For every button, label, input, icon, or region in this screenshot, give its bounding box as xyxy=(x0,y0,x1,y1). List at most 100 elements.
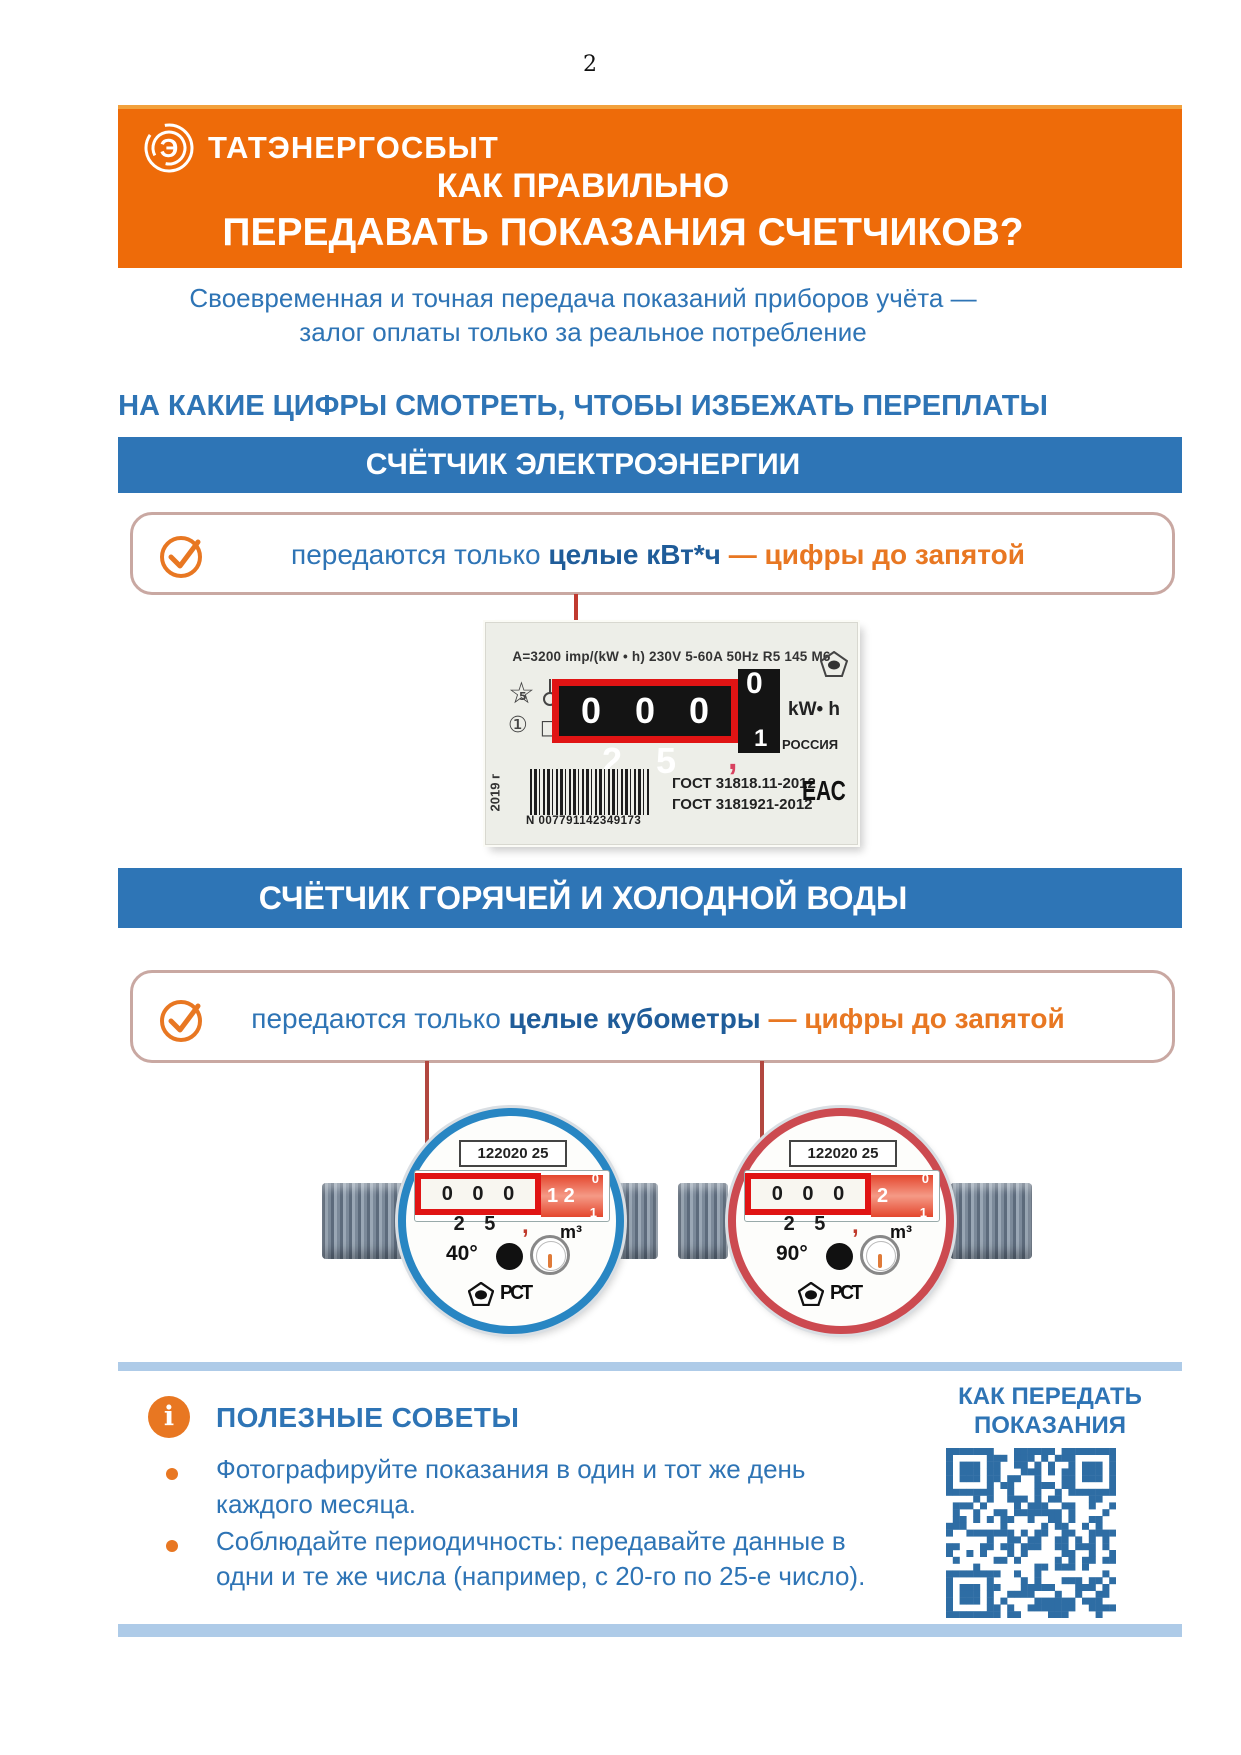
qr-caption-line2: ПОКАЗАНИЯ xyxy=(973,1412,1127,1439)
section-divider xyxy=(118,1362,1182,1371)
flow-dial xyxy=(530,1235,570,1275)
integer-digits: 0 0 0 2 5 xyxy=(745,1173,871,1235)
year-label: 2019 г xyxy=(487,773,503,812)
rule-prefix: передаются только xyxy=(251,1003,509,1034)
country-label: РОССИЯ xyxy=(782,737,839,752)
gost-line1: ГОСТ 31818.11-2012 xyxy=(672,775,816,792)
bottom-divider xyxy=(118,1624,1182,1637)
pipe-left-outer xyxy=(322,1183,404,1259)
meter-reading-display: 0 0 0 2 5 xyxy=(552,679,738,781)
water-meter-cold: 122020 25 0 0 0 2 5 1 2 0 1 , m³ 40° РСТ xyxy=(398,1108,624,1334)
tip-item-1: Фотографируйте показания в один и тот же… xyxy=(216,1454,806,1519)
dial-needle xyxy=(878,1254,882,1268)
accuracy-star-icon: ☆ xyxy=(508,676,535,711)
intro-line1: Своевременная и точная передача показани… xyxy=(189,283,977,313)
drum-top-digit: 0 xyxy=(591,1171,599,1186)
qr-caption: КАК ПЕРЕДАТЬ ПОКАЗАНИЯ xyxy=(940,1382,1160,1440)
rule-orange: цифры до запятой xyxy=(764,539,1025,570)
brand-name: ТАТЭНЕРГОСБЫТ xyxy=(208,130,499,165)
black-dot xyxy=(826,1243,853,1270)
tip-item-2: Соблюдайте периодичность: передавайте да… xyxy=(216,1526,866,1591)
rule-bold: целые кВт*ч xyxy=(548,539,721,570)
eac-mark: ЕАС xyxy=(802,775,846,806)
certification-marks: РСТ xyxy=(468,1282,533,1306)
pipe-right-outer xyxy=(950,1183,1032,1259)
tips-title: ПОЛЕЗНЫЕ СОВЕТЫ xyxy=(216,1402,520,1433)
svg-text:Э: Э xyxy=(160,133,179,163)
flow-dial xyxy=(860,1235,900,1275)
dial-needle xyxy=(548,1254,552,1268)
rule-dash: — xyxy=(760,1003,805,1034)
electric-section-banner: СЧЁТЧИК ЭЛЕКТРОЭНЕРГИИ xyxy=(118,437,1182,493)
qr-code xyxy=(946,1448,1117,1619)
decimal-comma: , xyxy=(852,1212,859,1239)
decimal-comma: , xyxy=(728,739,738,777)
info-icon: i xyxy=(148,1396,190,1438)
meter-display: 0 0 0 2 5 2 0 1 xyxy=(744,1170,940,1235)
water-connector-line-right xyxy=(760,1061,764,1165)
dial-ring xyxy=(866,1241,896,1271)
meter-display: 0 0 0 2 5 1 2 0 1 xyxy=(414,1170,610,1235)
electric-section-title: СЧЁТЧИК ЭЛЕКТРОЭНЕРГИИ xyxy=(365,448,801,481)
drum-top-digit: 0 xyxy=(746,667,763,700)
intro-headline: НА КАКИЕ ЦИФРЫ СМОТРЕТЬ, ЧТОБЫ ИЗБЕЖАТЬ … xyxy=(118,390,1048,422)
pct-certification-mark: РСТ xyxy=(830,1282,863,1305)
check-icon xyxy=(160,1000,202,1042)
approval-pentagon-icon xyxy=(798,1282,824,1306)
approval-pentagon-icon xyxy=(820,651,848,677)
main-title-line1: КАК ПРАВИЛЬНО xyxy=(436,167,730,205)
page-number: 2 xyxy=(583,52,597,77)
serial-number: N 007791142349173 xyxy=(526,815,642,827)
cubic-meter-unit: m³ xyxy=(560,1222,582,1242)
water-connector-line-left xyxy=(425,1061,429,1165)
kwh-unit-label: kW• h xyxy=(788,699,841,720)
rule-dash: — xyxy=(720,539,765,570)
intro-line2: залог оплаты только за реальное потребле… xyxy=(299,317,867,347)
fraction-zone: 2 0 1 xyxy=(871,1171,933,1220)
accuracy-class-number: 5 xyxy=(519,690,527,703)
meter-fraction-drum: 0 1 xyxy=(738,667,780,753)
circled-one-icon: ① xyxy=(508,713,528,738)
rule-bold: целые кубометры xyxy=(508,1003,761,1034)
drum-top-digit: 0 xyxy=(921,1171,929,1186)
water-rule-box: передаются только целые кубометры — цифр… xyxy=(130,970,1175,1063)
barcode xyxy=(530,769,650,815)
fraction-drum: 0 1 xyxy=(585,1171,601,1220)
drum-bottom-digit: 1 xyxy=(919,1205,927,1220)
gost-standards: ГОСТ 31818.11-2012 ГОСТ 3181921-2012 xyxy=(672,773,816,815)
meter-serial-label: 122020 25 xyxy=(789,1140,897,1167)
integer-digits: 0 0 0 2 5 xyxy=(415,1173,541,1235)
temperature-label: 40° xyxy=(446,1242,478,1265)
pipe-right-inner xyxy=(678,1183,728,1259)
fraction-digits: 1 2 xyxy=(547,1185,575,1207)
drum-bottom-digit: 1 xyxy=(589,1205,597,1220)
brand-row: Э ТАТЭНЕРГОСБЫТ xyxy=(142,121,499,175)
fraction-drum: 0 1 xyxy=(915,1171,931,1220)
water-rule-text: передаются только целые кубометры — цифр… xyxy=(193,1003,1123,1035)
water-meter-hot: 122020 25 0 0 0 2 5 2 0 1 , m³ 90° РСТ xyxy=(728,1108,954,1334)
water-section-banner: СЧЁТЧИК ГОРЯЧЕЙ И ХОЛОДНОЙ ВОДЫ xyxy=(118,868,1182,928)
water-section-title: СЧЁТЧИК ГОРЯЧЕЙ И ХОЛОДНОЙ ВОДЫ xyxy=(258,880,908,916)
electric-rule-box: передаются только целые кВт*ч — цифры до… xyxy=(130,512,1175,595)
header-banner: Э ТАТЭНЕРГОСБЫТ КАК ПРАВИЛЬНО ПЕРЕДАВАТЬ… xyxy=(118,105,1182,268)
cubic-meter-unit: m³ xyxy=(890,1222,912,1242)
electric-meter: A=3200 imp/(kW • h) 230V 5-60A 50Hz R5 1… xyxy=(485,622,858,845)
qr-caption-line1: КАК ПЕРЕДАТЬ xyxy=(958,1383,1142,1410)
rule-orange: цифры до запятой xyxy=(804,1003,1065,1034)
check-icon xyxy=(160,536,202,578)
fraction-digits: 2 xyxy=(877,1185,889,1207)
rule-prefix: передаются только xyxy=(291,539,549,570)
black-dot xyxy=(496,1243,523,1270)
tatenergosbyt-logo-icon: Э xyxy=(144,123,194,173)
temperature-label: 90° xyxy=(776,1242,808,1265)
gost-line2: ГОСТ 3181921-2012 xyxy=(672,796,813,813)
meter-spec-text: A=3200 imp/(kW • h) 230V 5-60A 50Hz R5 1… xyxy=(512,649,831,664)
certification-marks: РСТ xyxy=(798,1282,863,1306)
bullet-icon xyxy=(166,1540,178,1552)
drum-bottom-digit: 1 xyxy=(754,725,768,752)
dial-ring xyxy=(536,1241,566,1271)
decimal-comma: , xyxy=(522,1212,529,1239)
approval-pentagon-icon xyxy=(468,1282,494,1306)
bullet-icon xyxy=(166,1468,178,1480)
